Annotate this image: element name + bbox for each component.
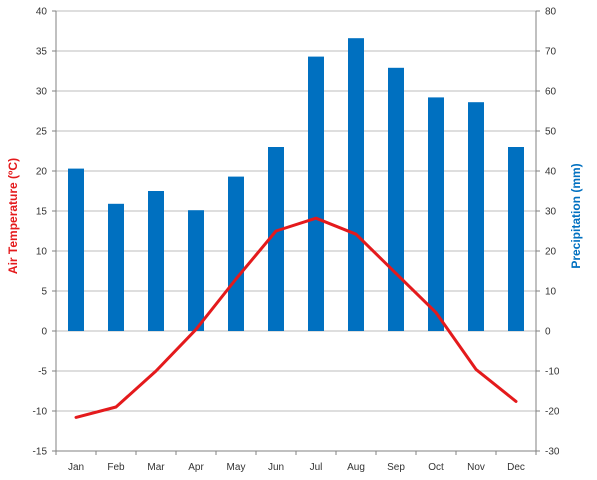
x-tick-label: Jan [68, 462, 84, 473]
axes [55, 11, 537, 452]
x-tick-label: Aug [347, 462, 365, 473]
left-tick-label: 35 [36, 47, 48, 58]
right-tick-label: -30 [545, 447, 560, 458]
right-tick-label: 70 [545, 47, 557, 58]
right-tick-label: 0 [545, 327, 551, 338]
left-tick-label: 40 [36, 7, 48, 18]
right-tick-label: 30 [545, 207, 557, 218]
right-tick-label: 60 [545, 87, 557, 98]
left-tick-label: -15 [33, 447, 48, 458]
x-tick-label: Jun [268, 462, 284, 473]
precipitation-bar [388, 67, 404, 332]
precipitation-bar [148, 191, 164, 331]
precipitation-bar [68, 168, 84, 331]
precipitation-bars [68, 38, 524, 332]
right-tick-label: -20 [545, 407, 560, 418]
left-axis-title: Air Temperature (ºC) [6, 158, 20, 274]
precipitation-bar [188, 210, 204, 331]
x-tick-label: May [227, 462, 246, 473]
right-axis-title: Precipitation (mm) [569, 163, 583, 268]
right-axis-ticks: -30 -20 -10 0 10 20 30 40 50 60 70 80 [536, 7, 560, 458]
left-tick-label: 30 [36, 87, 48, 98]
right-tick-label: 80 [545, 7, 557, 18]
x-tick-label: Dec [507, 462, 525, 473]
x-axis-ticks: Jan Feb Mar Apr May Jun Jul Aug Sep Oct Nov Dec [55, 451, 537, 473]
x-tick-label: Sep [387, 462, 405, 473]
left-axis-ticks: -15 -10 -5 0 5 10 15 20 25 30 35 40 [33, 7, 56, 458]
precipitation-bar [308, 56, 324, 331]
left-tick-label: -10 [33, 407, 48, 418]
precipitation-bar [508, 147, 524, 331]
x-tick-label: Oct [428, 462, 444, 473]
x-tick-label: Jul [310, 462, 323, 473]
gridlines [56, 10, 536, 452]
temperature-line [74, 216, 518, 419]
x-tick-label: Nov [467, 462, 485, 473]
x-tick-label: Apr [188, 462, 204, 473]
precipitation-bar [468, 102, 484, 331]
right-tick-label: 10 [545, 287, 557, 298]
left-tick-label: 5 [41, 287, 47, 298]
left-tick-label: 25 [36, 127, 48, 138]
precipitation-bar [228, 176, 244, 331]
left-tick-label: 10 [36, 247, 48, 258]
x-tick-label: Feb [107, 462, 125, 473]
precipitation-bar [428, 97, 444, 332]
precipitation-bar [108, 203, 124, 331]
left-tick-label: 20 [36, 167, 48, 178]
right-tick-label: -10 [545, 367, 560, 378]
precipitation-bar [348, 38, 364, 331]
temperature-line-group [74, 216, 518, 419]
right-tick-label: 40 [545, 167, 557, 178]
left-tick-label: -5 [38, 367, 47, 378]
right-tick-label: 20 [545, 247, 557, 258]
left-tick-label: 15 [36, 207, 48, 218]
left-tick-label: 0 [41, 327, 47, 338]
right-tick-label: 50 [545, 127, 557, 138]
x-tick-label: Mar [147, 462, 165, 473]
precipitation-bar [268, 147, 284, 331]
